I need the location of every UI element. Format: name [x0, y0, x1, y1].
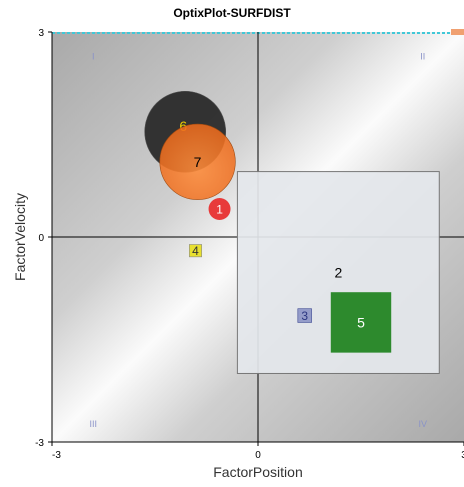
point-4-marker	[189, 244, 202, 258]
quadrant-label: IV	[419, 419, 428, 429]
chart-title: OptixPlot-SURFDIST	[173, 6, 291, 20]
x-tick-label: 3	[461, 450, 464, 461]
point-1-label: 1	[216, 202, 223, 216]
x-tick-label: -3	[52, 450, 61, 461]
point-6-label: 6	[179, 118, 187, 134]
y-axis-title: FactorVelocity	[12, 193, 28, 281]
point-7-marker	[159, 123, 236, 200]
point-5-marker	[330, 292, 392, 353]
point-2-label: 2	[334, 265, 342, 281]
point-5-label: 5	[357, 314, 365, 330]
y-tick-label: 0	[38, 233, 44, 244]
quadrant-label: III	[89, 419, 97, 429]
point-4-label: 4	[192, 244, 199, 258]
x-tick-label: 0	[255, 450, 261, 461]
x-axis-title: FactorPosition	[213, 464, 302, 480]
point-7-label: 7	[194, 154, 202, 170]
quadrant-label: I	[92, 51, 95, 61]
point-3-label: 3	[301, 309, 308, 323]
point-1-marker	[208, 197, 231, 220]
y-tick-label: 3	[38, 28, 44, 39]
point-3-marker	[297, 308, 312, 323]
quadrant-label: II	[420, 51, 425, 61]
y-tick-label: -3	[35, 438, 44, 449]
top-right-marker	[451, 29, 464, 35]
